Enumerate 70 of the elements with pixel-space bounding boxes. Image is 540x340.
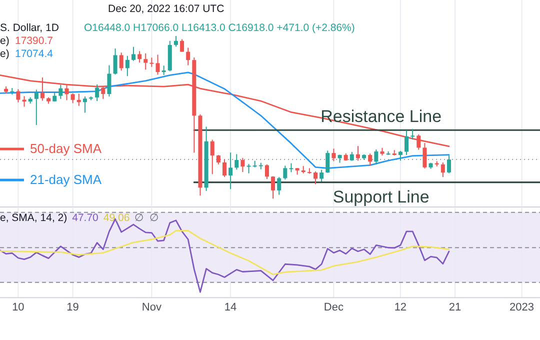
candlestick xyxy=(119,52,124,72)
candlestick xyxy=(113,48,118,76)
candlestick xyxy=(368,153,372,166)
candlestick xyxy=(107,64,112,97)
candlestick xyxy=(186,47,190,66)
legend-label: 50-day SMA xyxy=(30,141,102,156)
candlestick xyxy=(16,88,20,103)
candlestick xyxy=(314,170,318,185)
x-tick-label: 19 xyxy=(66,302,79,314)
candlestick xyxy=(398,150,402,162)
candlestick xyxy=(162,65,166,76)
legend-label: 21-day SMA xyxy=(30,172,102,187)
annotation: 17074.4 xyxy=(15,48,54,60)
candlestick xyxy=(264,164,269,180)
candlestick xyxy=(101,86,106,100)
candlestick xyxy=(180,38,184,52)
candlestick xyxy=(326,150,330,174)
candlestick xyxy=(34,89,38,126)
candlestick xyxy=(95,84,100,102)
candlestick xyxy=(222,158,226,178)
candlestick xyxy=(138,50,142,63)
candlestick xyxy=(240,157,245,173)
chart-title: e, SMA, 14, 2) xyxy=(0,212,68,224)
candlestick xyxy=(271,176,276,200)
x-tick-label: Nov xyxy=(142,302,162,314)
x-tick-label: 21 xyxy=(448,302,462,314)
x-tick-label: 10 xyxy=(12,302,24,314)
annotation: 47.70 xyxy=(72,212,99,224)
candlestick xyxy=(404,130,409,156)
candlestick xyxy=(22,96,26,108)
annotation: 49.06 xyxy=(103,212,130,224)
candlestick xyxy=(58,84,63,100)
candlestick xyxy=(82,96,87,114)
candlestick xyxy=(440,162,445,178)
annotation: 17390.7 xyxy=(15,35,54,47)
candlestick xyxy=(216,154,220,165)
candlestick xyxy=(64,83,69,101)
candlestick xyxy=(144,52,148,70)
candlestick xyxy=(210,139,214,175)
annotation: e) xyxy=(0,35,10,47)
series-label: Support Line xyxy=(332,187,430,206)
candlestick xyxy=(283,165,288,180)
candlestick xyxy=(228,152,233,190)
series-label: Resistance Line xyxy=(320,107,442,126)
x-tick-label: Dec xyxy=(324,302,344,314)
chart-title: S. Dollar, 1D xyxy=(0,22,60,34)
candlestick xyxy=(446,155,451,174)
candlestick xyxy=(374,148,378,165)
candlestick xyxy=(410,128,415,140)
annotation: ∅ xyxy=(150,212,160,224)
candlestick xyxy=(174,36,178,48)
candlestick xyxy=(332,148,336,162)
x-tick-label: 14 xyxy=(224,302,237,314)
candlestick xyxy=(234,154,239,170)
x-tick-label: 12 xyxy=(394,302,407,314)
candlestick xyxy=(277,176,282,196)
candlestick xyxy=(356,146,360,162)
candlestick xyxy=(131,46,136,62)
candlestick xyxy=(156,54,160,76)
annotation: ∅ xyxy=(134,212,145,224)
candlestick xyxy=(150,57,154,68)
candlestick xyxy=(320,169,324,182)
text: Dec 20, 2022 16:07 UTC xyxy=(108,3,225,15)
x-tick-label: 2023 xyxy=(510,302,534,314)
annotation: e) xyxy=(0,48,10,60)
candlestick xyxy=(125,55,130,77)
candlestick xyxy=(70,92,75,104)
candlestick xyxy=(246,163,251,174)
chart-subtitle: O16448.0 H17066.0 L16413.0 C16918.0 +471.0 (+2.86%) xyxy=(84,22,355,34)
candlestick xyxy=(40,76,44,102)
